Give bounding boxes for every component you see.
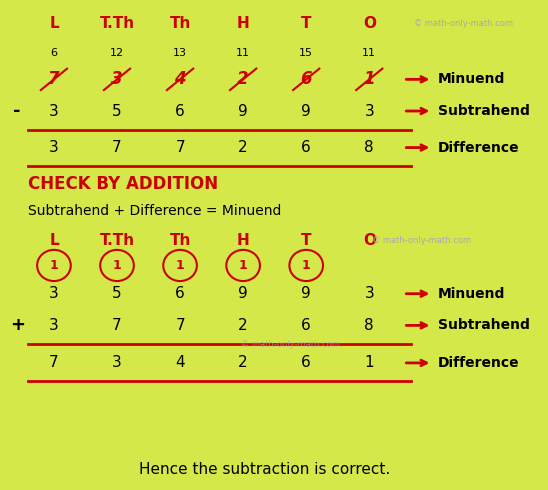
Text: 7: 7: [48, 71, 60, 88]
Text: 7: 7: [112, 140, 122, 155]
Text: Subtrahend: Subtrahend: [438, 104, 529, 118]
Text: 1: 1: [239, 259, 248, 272]
Text: 6: 6: [50, 48, 58, 57]
Text: 8: 8: [364, 318, 374, 333]
Text: 3: 3: [49, 286, 59, 301]
Text: Minuend: Minuend: [438, 73, 505, 86]
Text: 3: 3: [49, 318, 59, 333]
Text: T: T: [301, 233, 311, 247]
Text: 12: 12: [110, 48, 124, 57]
Text: 1: 1: [363, 71, 375, 88]
Text: L: L: [49, 16, 59, 31]
Text: 6: 6: [301, 355, 311, 370]
Text: © math-only-math.com: © math-only-math.com: [414, 19, 513, 28]
Text: O: O: [363, 16, 376, 31]
Text: Subtrahend: Subtrahend: [438, 318, 529, 332]
Text: Minuend: Minuend: [438, 287, 505, 301]
Text: Th: Th: [169, 16, 191, 31]
Text: 2: 2: [238, 140, 248, 155]
Text: 2: 2: [237, 71, 249, 88]
Text: 1: 1: [113, 259, 122, 272]
Text: 11: 11: [236, 48, 250, 57]
Text: 9: 9: [301, 286, 311, 301]
Text: O: O: [363, 233, 376, 247]
Text: 7: 7: [49, 355, 59, 370]
Text: 3: 3: [49, 103, 59, 119]
Text: 4: 4: [174, 71, 186, 88]
Text: 3: 3: [111, 71, 123, 88]
Text: 3: 3: [364, 103, 374, 119]
Text: 9: 9: [301, 103, 311, 119]
Text: 8: 8: [364, 140, 374, 155]
Text: 6: 6: [301, 140, 311, 155]
Text: T.Th: T.Th: [99, 233, 135, 247]
Text: CHECK BY ADDITION: CHECK BY ADDITION: [27, 175, 218, 193]
Text: T.Th: T.Th: [99, 16, 135, 31]
Text: Th: Th: [169, 233, 191, 247]
Text: 5: 5: [112, 103, 122, 119]
Text: 1: 1: [176, 259, 185, 272]
Text: 9: 9: [238, 286, 248, 301]
Text: 1: 1: [302, 259, 311, 272]
Text: 4: 4: [175, 355, 185, 370]
Text: © math-only-math.com: © math-only-math.com: [372, 236, 471, 245]
Text: -: -: [13, 102, 21, 120]
Text: © math-only-math.com: © math-only-math.com: [241, 341, 340, 349]
Text: L: L: [49, 233, 59, 247]
Text: 6: 6: [300, 71, 312, 88]
Text: 2: 2: [238, 318, 248, 333]
Text: 6: 6: [301, 318, 311, 333]
Text: 15: 15: [299, 48, 313, 57]
Text: 9: 9: [238, 103, 248, 119]
Text: 3: 3: [112, 355, 122, 370]
Text: Hence the subtraction is correct.: Hence the subtraction is correct.: [139, 462, 390, 477]
Text: 1: 1: [49, 259, 58, 272]
Text: H: H: [237, 233, 249, 247]
Text: 6: 6: [175, 286, 185, 301]
Text: 7: 7: [175, 318, 185, 333]
Text: +: +: [10, 317, 25, 334]
Text: 7: 7: [175, 140, 185, 155]
Text: 11: 11: [362, 48, 376, 57]
Text: Subtrahend + Difference = Minuend: Subtrahend + Difference = Minuend: [27, 204, 281, 218]
Text: 1: 1: [364, 355, 374, 370]
Text: 6: 6: [175, 103, 185, 119]
Text: Difference: Difference: [438, 356, 519, 370]
Text: Difference: Difference: [438, 141, 519, 154]
Text: 3: 3: [49, 140, 59, 155]
Text: 5: 5: [112, 286, 122, 301]
Text: 13: 13: [173, 48, 187, 57]
Text: 2: 2: [238, 355, 248, 370]
Text: 3: 3: [364, 286, 374, 301]
Text: T: T: [301, 16, 311, 31]
Text: H: H: [237, 16, 249, 31]
Text: 7: 7: [112, 318, 122, 333]
